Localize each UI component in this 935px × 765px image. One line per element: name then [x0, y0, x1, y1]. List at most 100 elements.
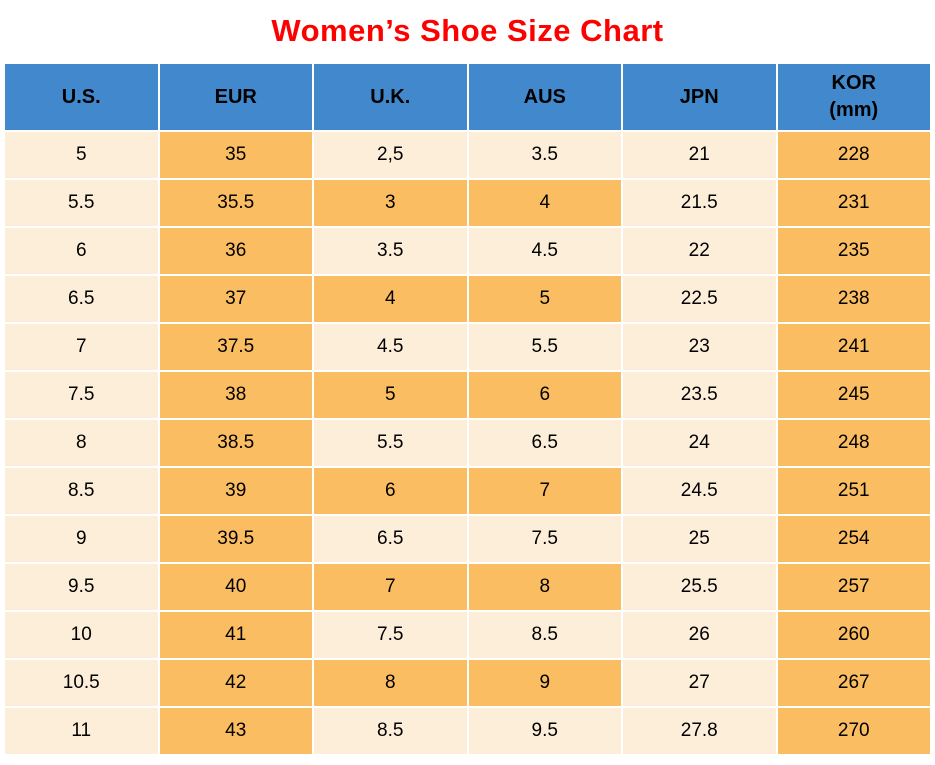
table-row: 5.5 35.5 3 4 21.5 231	[3, 178, 932, 228]
size-cell: 5	[466, 274, 623, 324]
size-cell: 7.5	[466, 514, 623, 564]
column-header-kor-mm: KOR (mm)	[775, 62, 932, 132]
size-cell: 37	[157, 274, 314, 324]
size-cell: 245	[775, 370, 932, 420]
table-row: 6 36 3.5 4.5 22 235	[3, 226, 932, 276]
size-cell: 43	[157, 706, 314, 756]
size-cell: 27.8	[621, 706, 778, 756]
size-cell: 42	[157, 658, 314, 708]
column-header-u-s: U.S.	[3, 62, 160, 132]
size-cell: 6.5	[3, 274, 160, 324]
size-cell: 2,5	[312, 130, 469, 180]
size-cell: 37.5	[157, 322, 314, 372]
size-cell: 7.5	[3, 370, 160, 420]
size-cell: 8	[3, 418, 160, 468]
size-cell: 36	[157, 226, 314, 276]
size-cell: 7.5	[312, 610, 469, 660]
size-cell: 4	[466, 178, 623, 228]
size-cell: 5	[3, 130, 160, 180]
size-cell: 251	[775, 466, 932, 516]
size-cell: 4	[312, 274, 469, 324]
column-header-eur: EUR	[157, 62, 314, 132]
size-cell: 38	[157, 370, 314, 420]
size-cell: 22.5	[621, 274, 778, 324]
size-cell: 4.5	[466, 226, 623, 276]
size-cell: 8	[466, 562, 623, 612]
size-cell: 260	[775, 610, 932, 660]
size-cell: 3	[312, 178, 469, 228]
size-cell: 6	[466, 370, 623, 420]
size-cell: 231	[775, 178, 932, 228]
size-cell: 10	[3, 610, 160, 660]
size-cell: 270	[775, 706, 932, 756]
size-cell: 238	[775, 274, 932, 324]
size-cell: 27	[621, 658, 778, 708]
size-cell: 8.5	[312, 706, 469, 756]
size-cell: 6.5	[312, 514, 469, 564]
size-cell: 24	[621, 418, 778, 468]
size-cell: 8.5	[3, 466, 160, 516]
page-title: Women’s Shoe Size Chart	[271, 13, 664, 48]
table-body: 5 35 2,5 3.5 21 228 5.5 35.5 3 4 21.5 231 6 36 3.5 4.5 2…	[3, 130, 932, 756]
size-cell: 11	[3, 706, 160, 756]
size-cell: 5.5	[312, 418, 469, 468]
column-header-jpn: JPN	[621, 62, 778, 132]
table-row: 10.5 42 8 9 27 267	[3, 658, 932, 708]
size-cell: 8	[312, 658, 469, 708]
table-row: 7.5 38 5 6 23.5 245	[3, 370, 932, 420]
size-cell: 267	[775, 658, 932, 708]
size-cell: 248	[775, 418, 932, 468]
size-cell: 9.5	[3, 562, 160, 612]
table-row: 7 37.5 4.5 5.5 23 241	[3, 322, 932, 372]
size-cell: 7	[466, 466, 623, 516]
size-cell: 254	[775, 514, 932, 564]
size-cell: 23	[621, 322, 778, 372]
table-row: 9.5 40 7 8 25.5 257	[3, 562, 932, 612]
size-cell: 9	[466, 658, 623, 708]
size-cell: 41	[157, 610, 314, 660]
size-cell: 6	[312, 466, 469, 516]
header-row: U.S. EUR U.K. AUS JPN KOR (mm)	[3, 62, 932, 132]
size-cell: 9.5	[466, 706, 623, 756]
size-cell: 35	[157, 130, 314, 180]
size-cell: 39.5	[157, 514, 314, 564]
table-row: 8.5 39 6 7 24.5 251	[3, 466, 932, 516]
size-cell: 3.5	[466, 130, 623, 180]
size-cell: 7	[3, 322, 160, 372]
table-row: 10 41 7.5 8.5 26 260	[3, 610, 932, 660]
size-cell: 26	[621, 610, 778, 660]
size-cell: 3.5	[312, 226, 469, 276]
size-cell: 4.5	[312, 322, 469, 372]
size-cell: 39	[157, 466, 314, 516]
size-cell: 35.5	[157, 178, 314, 228]
size-cell: 23.5	[621, 370, 778, 420]
size-cell: 21.5	[621, 178, 778, 228]
size-cell: 241	[775, 322, 932, 372]
size-cell: 8.5	[466, 610, 623, 660]
column-header-aus: AUS	[466, 62, 623, 132]
size-cell: 25	[621, 514, 778, 564]
size-cell: 24.5	[621, 466, 778, 516]
table-row: 5 35 2,5 3.5 21 228	[3, 130, 932, 180]
size-cell: 5	[312, 370, 469, 420]
table-row: 11 43 8.5 9.5 27.8 270	[3, 706, 932, 756]
column-header-u-k: U.K.	[312, 62, 469, 132]
table-row: 9 39.5 6.5 7.5 25 254	[3, 514, 932, 564]
size-cell: 40	[157, 562, 314, 612]
size-cell: 7	[312, 562, 469, 612]
table-row: 6.5 37 4 5 22.5 238	[3, 274, 932, 324]
size-cell: 5.5	[466, 322, 623, 372]
size-cell: 22	[621, 226, 778, 276]
size-cell: 6	[3, 226, 160, 276]
size-cell: 25.5	[621, 562, 778, 612]
size-cell: 38.5	[157, 418, 314, 468]
size-cell: 6.5	[466, 418, 623, 468]
size-chart-table: U.S. EUR U.K. AUS JPN KOR (mm) 5 35 2,5 3.5 21 228…	[3, 62, 932, 756]
size-cell: 228	[775, 130, 932, 180]
table-row: 8 38.5 5.5 6.5 24 248	[3, 418, 932, 468]
size-cell: 235	[775, 226, 932, 276]
size-cell: 257	[775, 562, 932, 612]
size-cell: 10.5	[3, 658, 160, 708]
size-cell: 9	[3, 514, 160, 564]
size-cell: 21	[621, 130, 778, 180]
